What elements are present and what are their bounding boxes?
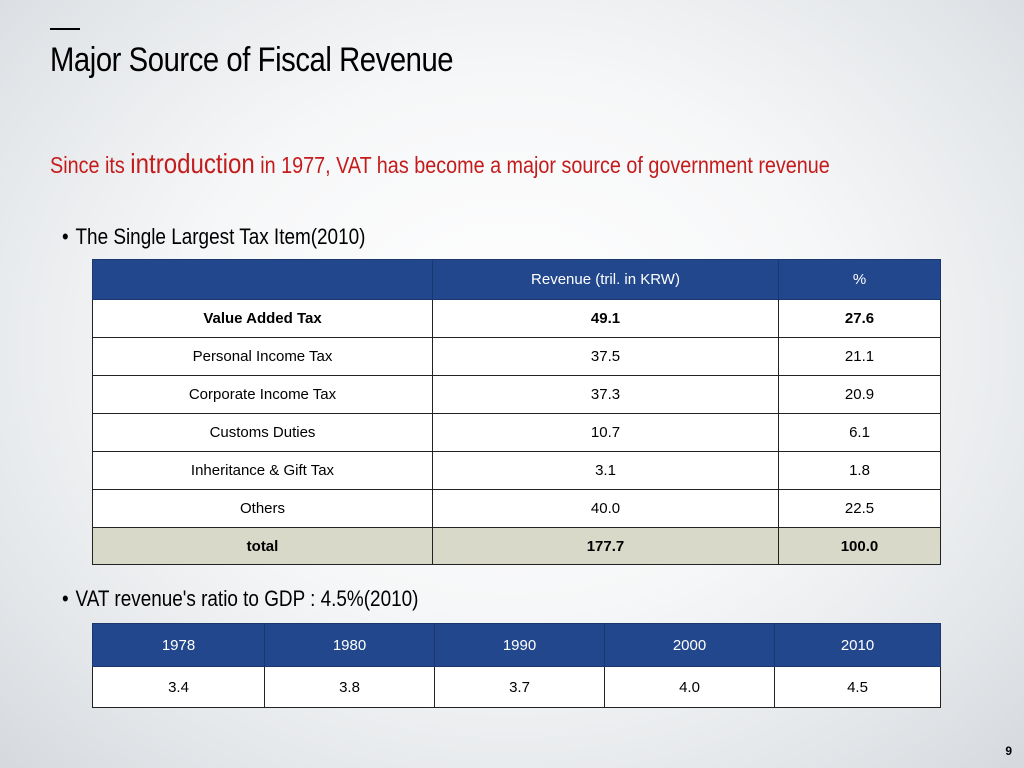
bullet-vat-gdp: • VAT revenue's ratio to GDP : 4.5%(2010) bbox=[62, 584, 418, 614]
table-row: Value Added Tax 49.1 27.6 bbox=[92, 299, 941, 338]
table-cell: 10.7 bbox=[432, 413, 779, 452]
header-cell: 2010 bbox=[774, 623, 941, 667]
subtitle-emphasis: introduction bbox=[130, 148, 255, 179]
header-cell: Revenue (tril. in KRW) bbox=[432, 259, 779, 300]
table-cell: 20.9 bbox=[778, 375, 941, 414]
tax-revenue-table: Revenue (tril. in KRW) % Value Added Tax… bbox=[92, 259, 941, 565]
header-cell: 1990 bbox=[434, 623, 605, 667]
table-row: Others 40.0 22.5 bbox=[92, 489, 941, 528]
subtitle-part1: Since its bbox=[50, 152, 131, 178]
table-row: 3.4 3.8 3.7 4.0 4.5 bbox=[92, 666, 941, 708]
table-cell: Inheritance & Gift Tax bbox=[92, 451, 433, 490]
table-cell: 37.5 bbox=[432, 337, 779, 376]
table-cell: Corporate Income Tax bbox=[92, 375, 433, 414]
table-cell: 3.8 bbox=[264, 666, 435, 708]
bullet-largest-tax: • The Single Largest Tax Item(2010) bbox=[62, 222, 365, 252]
table-cell: 3.4 bbox=[92, 666, 265, 708]
header-cell: 1980 bbox=[264, 623, 435, 667]
table-cell: 27.6 bbox=[778, 299, 941, 338]
subtitle-part3: in 1977, VAT has become a major source o… bbox=[254, 152, 830, 178]
page-title: Major Source of Fiscal Revenue bbox=[50, 41, 454, 79]
table-cell: 3.1 bbox=[432, 451, 779, 490]
table-cell: 100.0 bbox=[778, 527, 941, 565]
table-total-row: total 177.7 100.0 bbox=[92, 527, 941, 565]
table-cell: 37.3 bbox=[432, 375, 779, 414]
bullet-dot-icon: • bbox=[62, 224, 69, 249]
header-cell: 1978 bbox=[92, 623, 265, 667]
table-header-row: Revenue (tril. in KRW) % bbox=[92, 259, 941, 300]
table-row: Corporate Income Tax 37.3 20.9 bbox=[92, 375, 941, 414]
vat-gdp-table: 1978 1980 1990 2000 2010 3.4 3.8 3.7 4.0… bbox=[92, 623, 941, 708]
table-cell: Personal Income Tax bbox=[92, 337, 433, 376]
title-dash-decoration bbox=[50, 28, 80, 30]
header-cell: % bbox=[778, 259, 941, 300]
table-cell: 21.1 bbox=[778, 337, 941, 376]
table-row: Inheritance & Gift Tax 3.1 1.8 bbox=[92, 451, 941, 490]
table-cell: 4.0 bbox=[604, 666, 775, 708]
bullet-text: VAT revenue's ratio to GDP : 4.5%(2010) bbox=[75, 586, 419, 611]
table-row: Personal Income Tax 37.5 21.1 bbox=[92, 337, 941, 376]
table-row: Customs Duties 10.7 6.1 bbox=[92, 413, 941, 452]
table-cell: 3.7 bbox=[434, 666, 605, 708]
table-header-row: 1978 1980 1990 2000 2010 bbox=[92, 623, 941, 667]
header-cell: 2000 bbox=[604, 623, 775, 667]
table-cell: Others bbox=[92, 489, 433, 528]
table-cell: Customs Duties bbox=[92, 413, 433, 452]
table-cell: 6.1 bbox=[778, 413, 941, 452]
header-cell bbox=[92, 259, 433, 300]
table-cell: Value Added Tax bbox=[92, 299, 433, 338]
table-cell: 40.0 bbox=[432, 489, 779, 528]
bullet-dot-icon: • bbox=[62, 586, 69, 611]
table-cell: total bbox=[92, 527, 433, 565]
table-cell: 1.8 bbox=[778, 451, 941, 490]
table-cell: 4.5 bbox=[774, 666, 941, 708]
bullet-text: The Single Largest Tax Item(2010) bbox=[75, 224, 366, 249]
table-cell: 22.5 bbox=[778, 489, 941, 528]
page-number: 9 bbox=[1005, 744, 1012, 758]
subtitle: Since its introduction in 1977, VAT has … bbox=[50, 146, 830, 183]
table-cell: 177.7 bbox=[432, 527, 779, 565]
table-cell: 49.1 bbox=[432, 299, 779, 338]
